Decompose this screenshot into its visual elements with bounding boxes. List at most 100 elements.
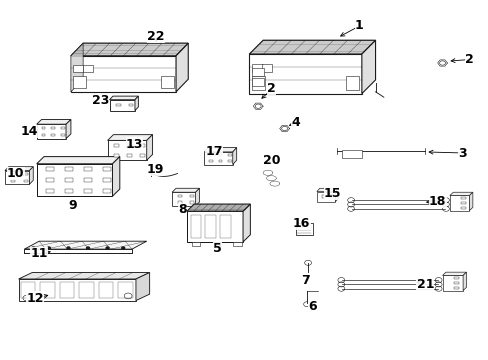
Text: 14: 14 bbox=[20, 125, 38, 138]
Circle shape bbox=[32, 247, 35, 249]
Bar bbox=[342, 150, 361, 158]
Text: 9: 9 bbox=[68, 199, 77, 212]
Text: 11: 11 bbox=[30, 247, 48, 260]
Polygon shape bbox=[135, 96, 138, 111]
Text: 7: 7 bbox=[301, 274, 309, 287]
Bar bbox=[61, 127, 65, 129]
Polygon shape bbox=[146, 135, 152, 160]
Polygon shape bbox=[109, 100, 135, 111]
Bar bbox=[460, 197, 465, 199]
Bar bbox=[251, 68, 264, 76]
Bar bbox=[83, 65, 93, 72]
Bar bbox=[190, 194, 194, 197]
Polygon shape bbox=[5, 171, 29, 184]
Text: 21: 21 bbox=[416, 278, 433, 291]
Bar bbox=[295, 223, 312, 235]
Bar bbox=[20, 282, 35, 298]
Bar bbox=[228, 154, 231, 156]
Polygon shape bbox=[24, 249, 132, 253]
Bar bbox=[84, 178, 91, 182]
Bar bbox=[330, 195, 333, 198]
Polygon shape bbox=[442, 272, 466, 275]
Polygon shape bbox=[232, 148, 236, 165]
Circle shape bbox=[47, 247, 50, 249]
Bar bbox=[114, 154, 119, 157]
Bar bbox=[23, 173, 28, 175]
Polygon shape bbox=[195, 188, 199, 206]
Bar bbox=[127, 144, 132, 147]
Polygon shape bbox=[176, 43, 188, 92]
Bar bbox=[65, 189, 73, 193]
Polygon shape bbox=[19, 273, 149, 279]
Polygon shape bbox=[37, 120, 71, 124]
Bar bbox=[261, 64, 272, 72]
Polygon shape bbox=[361, 40, 375, 94]
Bar bbox=[345, 76, 359, 90]
Bar bbox=[178, 201, 182, 204]
Polygon shape bbox=[243, 204, 250, 242]
Polygon shape bbox=[29, 167, 33, 184]
Polygon shape bbox=[5, 167, 33, 171]
Text: 17: 17 bbox=[205, 145, 223, 158]
Bar bbox=[46, 178, 54, 182]
Polygon shape bbox=[37, 157, 120, 164]
Text: 8: 8 bbox=[178, 203, 186, 216]
Bar bbox=[453, 287, 459, 289]
Bar bbox=[228, 160, 231, 162]
Bar bbox=[251, 76, 265, 90]
Bar bbox=[41, 127, 45, 129]
Bar bbox=[220, 215, 230, 238]
Polygon shape bbox=[24, 241, 146, 249]
Polygon shape bbox=[449, 192, 472, 195]
Polygon shape bbox=[316, 188, 338, 192]
Circle shape bbox=[106, 247, 109, 249]
Bar bbox=[65, 178, 73, 182]
Bar bbox=[114, 144, 119, 147]
Polygon shape bbox=[109, 96, 138, 100]
Bar bbox=[161, 76, 173, 88]
Bar bbox=[103, 178, 110, 182]
Polygon shape bbox=[204, 152, 232, 165]
Text: 19: 19 bbox=[146, 163, 164, 176]
Polygon shape bbox=[71, 43, 83, 92]
Bar bbox=[99, 282, 113, 298]
Polygon shape bbox=[249, 54, 361, 94]
Text: 10: 10 bbox=[7, 167, 24, 180]
Polygon shape bbox=[316, 192, 335, 202]
Bar bbox=[116, 104, 121, 107]
Polygon shape bbox=[112, 157, 120, 196]
Bar bbox=[460, 202, 465, 204]
Bar bbox=[23, 180, 28, 182]
Bar bbox=[191, 242, 200, 246]
Polygon shape bbox=[249, 40, 375, 54]
Polygon shape bbox=[186, 211, 243, 242]
Bar bbox=[178, 194, 182, 197]
Bar bbox=[60, 282, 74, 298]
Bar bbox=[103, 167, 110, 171]
Polygon shape bbox=[335, 188, 338, 202]
Polygon shape bbox=[172, 192, 195, 206]
Bar bbox=[209, 154, 212, 156]
Bar bbox=[218, 160, 222, 162]
Bar bbox=[51, 127, 55, 129]
Polygon shape bbox=[71, 56, 176, 92]
Bar bbox=[129, 104, 133, 107]
Bar bbox=[51, 134, 55, 136]
Text: 15: 15 bbox=[323, 187, 341, 200]
Bar bbox=[65, 167, 73, 171]
Text: 22: 22 bbox=[146, 30, 164, 42]
Circle shape bbox=[67, 247, 70, 249]
Bar bbox=[453, 277, 459, 279]
Bar bbox=[46, 167, 54, 171]
Bar bbox=[61, 134, 65, 136]
Polygon shape bbox=[136, 273, 149, 301]
Polygon shape bbox=[442, 275, 462, 291]
Bar bbox=[103, 189, 110, 193]
Polygon shape bbox=[462, 272, 466, 291]
Circle shape bbox=[86, 247, 89, 249]
Circle shape bbox=[122, 247, 124, 249]
Bar bbox=[251, 78, 264, 86]
Polygon shape bbox=[468, 192, 472, 211]
Text: 12: 12 bbox=[26, 292, 44, 305]
Polygon shape bbox=[37, 164, 112, 196]
